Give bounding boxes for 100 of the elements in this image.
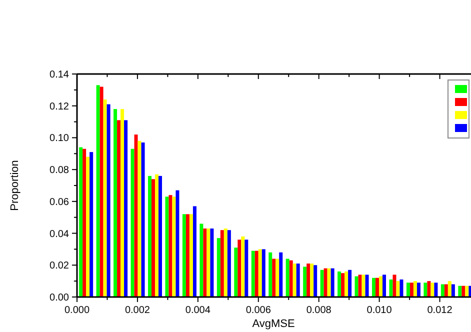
bar xyxy=(424,282,428,297)
bar xyxy=(82,148,86,297)
bar xyxy=(416,282,420,297)
bar xyxy=(227,230,231,297)
bar xyxy=(182,214,186,297)
x-tick-label: 0.004 xyxy=(185,305,211,316)
bar xyxy=(341,273,345,297)
bar xyxy=(276,258,280,297)
bar xyxy=(465,286,469,297)
bar xyxy=(406,282,410,297)
bar xyxy=(362,274,366,297)
bar xyxy=(124,120,128,297)
x-tick-label: 0.002 xyxy=(124,305,150,316)
bar xyxy=(172,196,176,297)
bar xyxy=(392,274,396,297)
bar xyxy=(254,250,258,297)
bar xyxy=(462,286,466,297)
bar xyxy=(468,286,471,297)
bar xyxy=(96,85,100,297)
x-tick-label: 0.012 xyxy=(427,305,453,316)
bar xyxy=(358,274,362,297)
bar xyxy=(410,282,414,297)
y-tick-label: 0.12 xyxy=(50,101,70,112)
bar xyxy=(176,190,180,297)
y-tick-label: 0.08 xyxy=(50,165,70,176)
bar xyxy=(151,179,155,297)
bar xyxy=(354,276,358,297)
bar xyxy=(165,196,169,297)
bar xyxy=(272,258,276,297)
bar xyxy=(106,104,110,297)
bar xyxy=(310,264,314,297)
bar xyxy=(400,279,404,297)
bar xyxy=(327,268,331,297)
bar xyxy=(224,228,228,297)
bar xyxy=(203,228,207,297)
bar xyxy=(268,252,272,297)
bar xyxy=(303,266,307,297)
bar xyxy=(279,252,283,297)
bar xyxy=(262,249,266,297)
bar xyxy=(292,264,296,297)
bar xyxy=(86,156,90,297)
bar xyxy=(216,238,220,297)
bar xyxy=(138,140,142,297)
bar xyxy=(289,260,293,297)
bar xyxy=(192,206,196,297)
bar xyxy=(220,230,224,297)
y-axis-title: Proportion xyxy=(9,160,21,211)
bar xyxy=(100,86,104,297)
bar xyxy=(241,236,245,297)
bar xyxy=(440,284,444,297)
bar xyxy=(189,214,193,297)
bar xyxy=(376,278,380,297)
bar xyxy=(324,268,328,297)
y-tick-label: 0.14 xyxy=(50,70,70,80)
bar xyxy=(141,142,145,297)
bar xyxy=(379,276,383,297)
bar xyxy=(389,279,393,297)
bar xyxy=(206,228,210,297)
y-tick-label: 0.00 xyxy=(50,292,70,304)
x-axis-title: AvgMSE xyxy=(252,318,295,330)
bar xyxy=(103,99,107,297)
bar xyxy=(234,248,238,297)
bar xyxy=(448,281,452,297)
bar xyxy=(451,284,455,297)
bar xyxy=(413,281,417,297)
x-tick-label: 0.010 xyxy=(366,305,392,316)
y-tick-label: 0.06 xyxy=(50,196,70,208)
bar xyxy=(244,240,248,297)
x-tick-label: 0.008 xyxy=(306,305,332,316)
bar xyxy=(117,120,121,297)
bar xyxy=(258,249,262,297)
bar xyxy=(186,214,190,297)
bar xyxy=(314,265,318,297)
bar xyxy=(158,176,162,297)
bar xyxy=(365,274,369,297)
bar xyxy=(251,250,255,297)
bar xyxy=(130,148,134,297)
x-tick-label: 0.006 xyxy=(246,305,272,316)
bar xyxy=(210,228,214,297)
bar xyxy=(382,274,386,297)
bar xyxy=(154,174,158,297)
bar xyxy=(296,264,300,297)
bar xyxy=(306,264,310,297)
bar xyxy=(79,147,83,297)
bar xyxy=(168,195,172,297)
bar xyxy=(90,152,94,297)
bar xyxy=(434,282,438,297)
y-tick-label: 0.02 xyxy=(50,260,70,272)
y-tick-label: 0.04 xyxy=(50,228,70,240)
bar xyxy=(320,270,324,297)
bar xyxy=(344,272,348,297)
bar xyxy=(372,278,376,297)
y-tick-label: 0.10 xyxy=(50,133,70,144)
bar xyxy=(330,268,334,297)
bar xyxy=(444,284,448,297)
bar xyxy=(338,272,342,297)
bar xyxy=(396,281,400,297)
bar xyxy=(286,258,290,297)
bar xyxy=(238,240,242,297)
bar xyxy=(348,270,352,297)
